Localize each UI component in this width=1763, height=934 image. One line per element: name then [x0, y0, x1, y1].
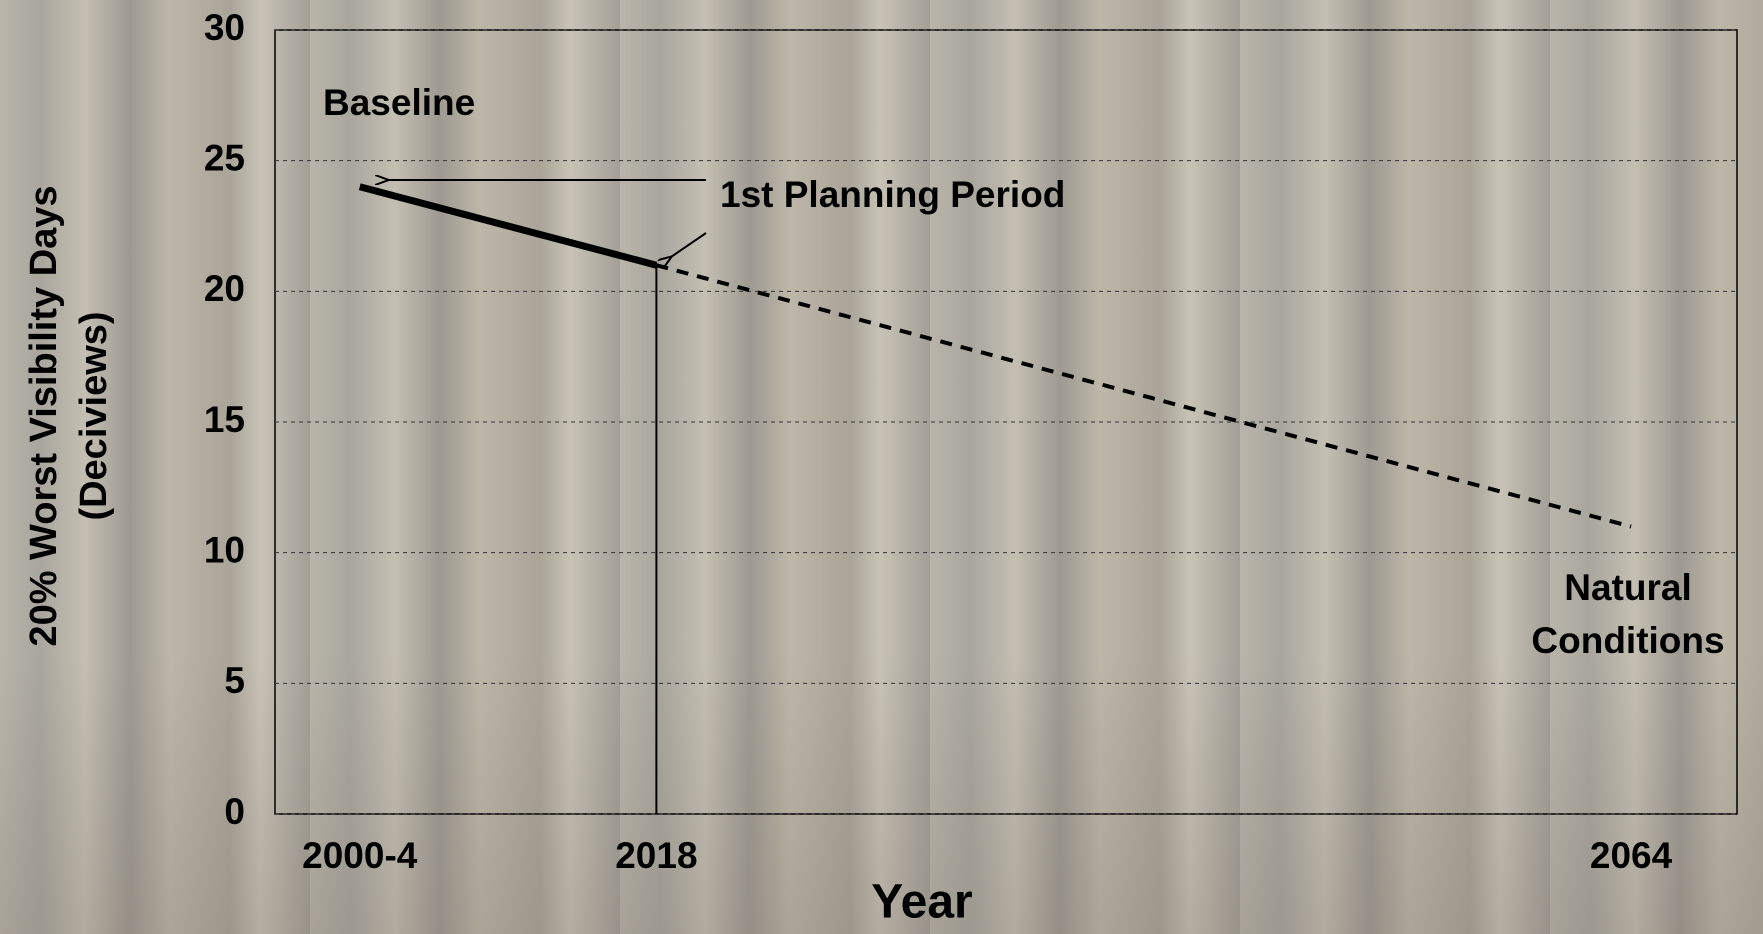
x-tick-label: 2018 — [615, 835, 697, 876]
y-axis-title-line: (Deciviews) — [73, 311, 115, 520]
y-tick-label: 30 — [204, 7, 245, 48]
x-axis-title: Year — [871, 876, 972, 929]
annotation: 1st Planning Period — [720, 174, 1065, 215]
y-tick-label: 5 — [224, 660, 245, 701]
annotation-arrow — [671, 232, 707, 257]
annotation: Baseline — [323, 82, 475, 123]
y-tick-label: 15 — [204, 399, 245, 440]
y-axis-title-line: 20% Worst Visibility Days — [23, 185, 65, 646]
x-tick-label: 2064 — [1590, 835, 1673, 876]
y-tick-label: 0 — [224, 791, 245, 832]
y-axis-title: 20% Worst Visibility Days (Deciviews) — [23, 185, 115, 646]
y-tick-label: 25 — [204, 137, 245, 178]
data-line — [358, 183, 658, 269]
y-tick-label: 10 — [204, 529, 245, 570]
data-line — [655, 263, 1632, 529]
annotation: Conditions — [1531, 620, 1724, 661]
x-tick-label: 2000-4 — [302, 835, 418, 876]
annotation: Natural — [1564, 567, 1691, 608]
y-tick-label: 20 — [204, 268, 245, 309]
